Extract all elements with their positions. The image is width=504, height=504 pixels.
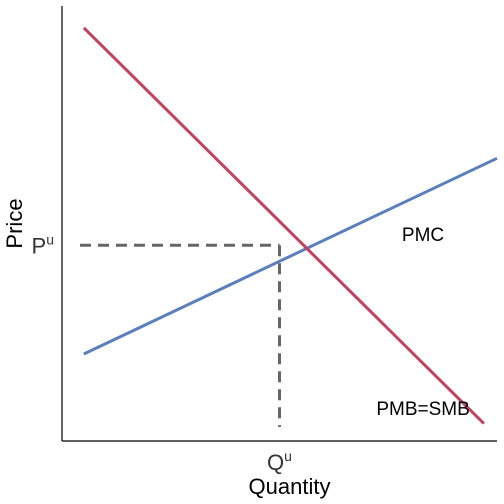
y-axis-title: Price	[2, 198, 27, 248]
equilibrium-guides	[80, 243, 281, 427]
series-lines	[82, 26, 498, 425]
series-line-0	[83, 156, 498, 356]
series-line-1	[82, 26, 485, 425]
x-axis-title: Quantity	[249, 474, 331, 499]
curve-label-pmb-smb: PMB=SMB	[376, 399, 469, 420]
curve-label-pmc: PMC	[402, 225, 444, 246]
axes	[61, 6, 497, 442]
y-tick-label: Pu	[32, 231, 54, 258]
chart-labels: Quantity Price Qu Pu PMC PMB=SMB	[2, 198, 470, 499]
x-tick-label: Qu	[267, 448, 292, 475]
